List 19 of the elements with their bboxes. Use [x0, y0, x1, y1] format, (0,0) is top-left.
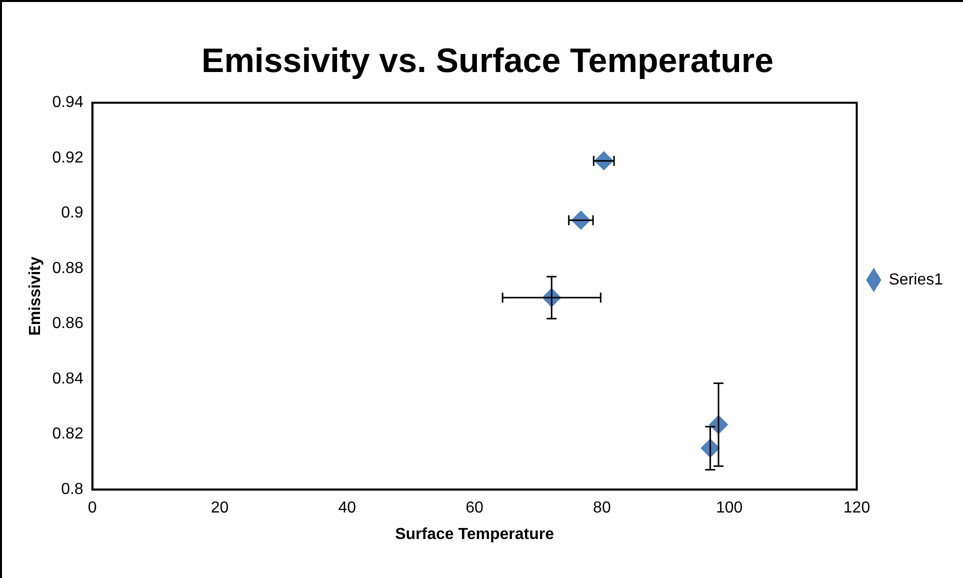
legend-label: Series1: [888, 271, 944, 288]
y-tick-label: 0.92: [52, 149, 84, 166]
x-axis-title: Surface Temperature: [395, 526, 554, 543]
y-tick-label: 0.84: [52, 370, 84, 388]
x-tick-label: 60: [466, 500, 484, 517]
x-tick-label: 0: [88, 500, 97, 517]
y-tick-label: 0.9: [61, 204, 84, 222]
y-axis-title: Emissivity: [27, 256, 44, 336]
x-tick-label: 20: [210, 500, 229, 517]
y-tick-label: 0.8: [61, 481, 84, 498]
chart-title: Emissivity vs. Surface Temperature: [202, 42, 774, 80]
y-tick-label: 0.88: [52, 260, 84, 277]
x-tick-label: 40: [338, 500, 356, 517]
y-tick-label: 0.86: [52, 315, 84, 332]
x-tick-label: 120: [843, 500, 870, 517]
x-tick-label: 80: [593, 500, 611, 517]
y-tick-label: 0.82: [52, 426, 84, 443]
y-tick-label: 0.94: [52, 94, 84, 112]
x-tick-label: 100: [716, 500, 743, 517]
